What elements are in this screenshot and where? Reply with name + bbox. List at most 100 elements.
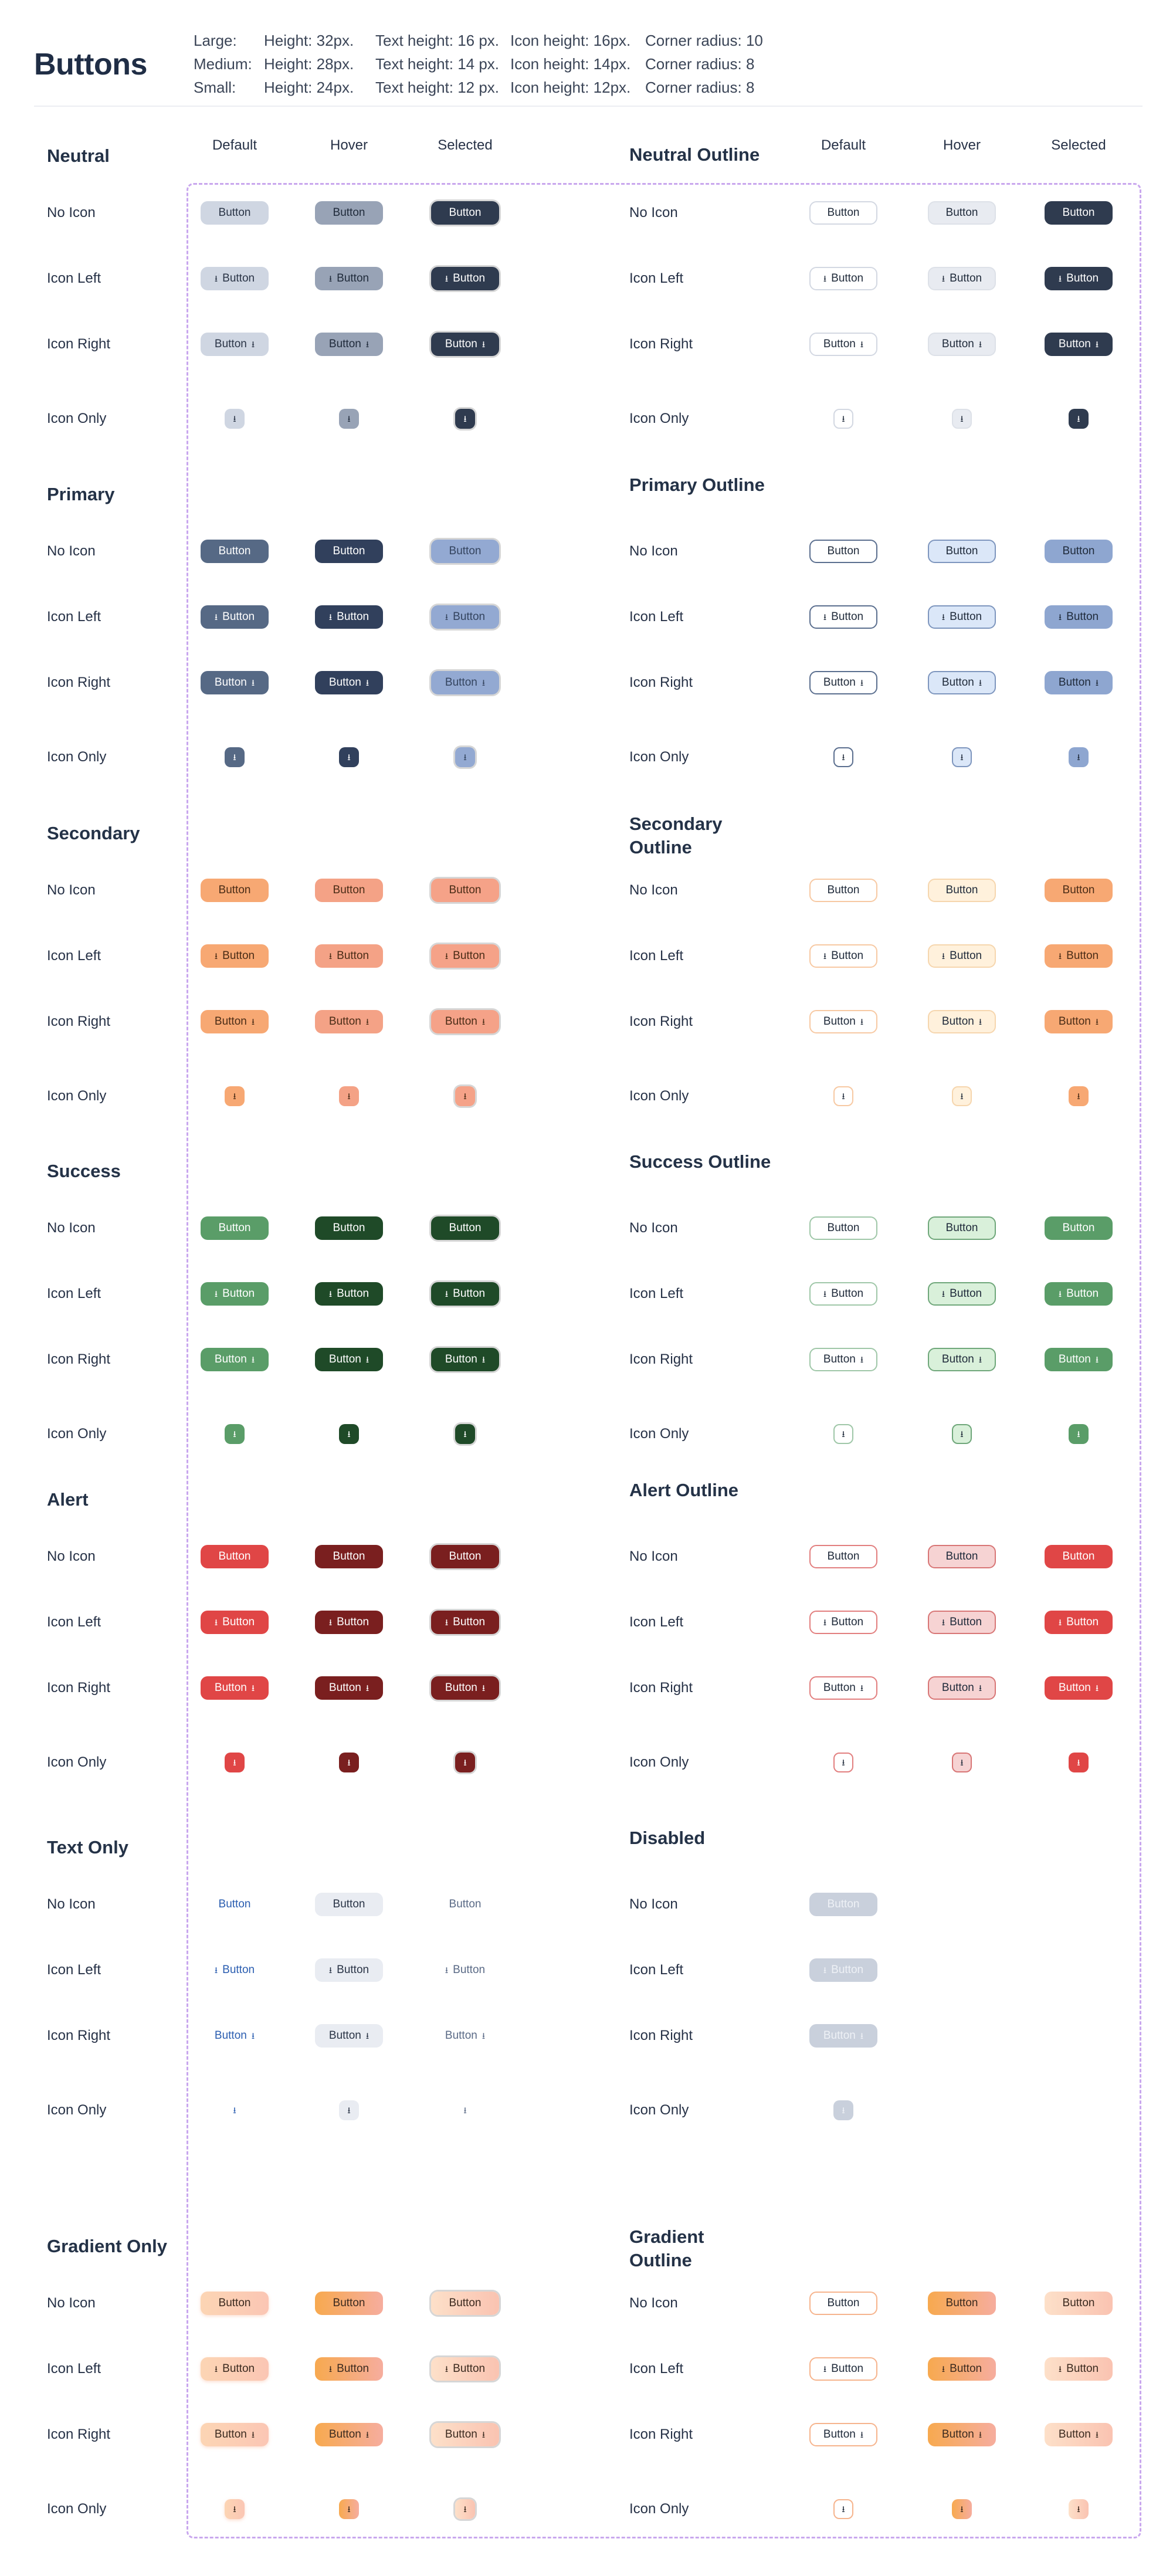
success-default-icon-only-button[interactable]: ⭳ [225,1424,245,1444]
secondary-outline-hover-no-icon-button[interactable]: Button [928,879,996,902]
success-selected-icon-only-button[interactable]: ⭳ [455,1424,475,1444]
neutral-outline-default-no-icon-button[interactable]: Button [809,201,877,225]
neutral-default-icon-left-button[interactable]: ⭳ Button [201,267,269,290]
text-only-default-no-icon-button[interactable]: Button [201,1893,269,1916]
text-only-selected-icon-right-button[interactable]: Button ⭳ [431,2024,499,2048]
text-only-hover-icon-left-button[interactable]: ⭳ Button [315,1958,383,1982]
alert-default-icon-left-button[interactable]: ⭳ Button [201,1611,269,1634]
gradient-only-selected-icon-left-button[interactable]: ⭳ Button [431,2357,499,2381]
neutral-outline-hover-icon-right-button[interactable]: Button ⭳ [928,333,996,356]
gradient-only-selected-icon-right-button[interactable]: Button ⭳ [431,2423,499,2446]
primary-outline-default-icon-left-button[interactable]: ⭳ Button [809,605,877,629]
neutral-selected-icon-left-button[interactable]: ⭳ Button [431,267,499,290]
alert-outline-hover-no-icon-button[interactable]: Button [928,1545,996,1568]
success-selected-icon-right-button[interactable]: Button ⭳ [431,1348,499,1371]
alert-hover-icon-only-button[interactable]: ⭳ [339,1753,359,1772]
success-outline-selected-icon-right-button[interactable]: Button ⭳ [1045,1348,1113,1371]
disabled-default-icon-right-button[interactable]: Button ⭳ [809,2024,877,2048]
disabled-default-icon-only-button[interactable]: ⭳ [833,2100,853,2120]
alert-outline-default-icon-right-button[interactable]: Button ⭳ [809,1676,877,1700]
success-outline-selected-no-icon-button[interactable]: Button [1045,1216,1113,1240]
neutral-hover-icon-right-button[interactable]: Button ⭳ [315,333,383,356]
primary-hover-icon-right-button[interactable]: Button ⭳ [315,671,383,694]
text-only-selected-icon-left-button[interactable]: ⭳ Button [431,1958,499,1982]
gradient-only-hover-icon-right-button[interactable]: Button ⭳ [315,2423,383,2446]
primary-selected-no-icon-button[interactable]: Button [431,540,499,563]
success-hover-icon-only-button[interactable]: ⭳ [339,1424,359,1444]
primary-selected-icon-left-button[interactable]: ⭳ Button [431,605,499,629]
text-only-selected-icon-only-button[interactable]: ⭳ [455,2100,475,2120]
text-only-default-icon-only-button[interactable]: ⭳ [225,2100,245,2120]
success-outline-default-icon-left-button[interactable]: ⭳ Button [809,1282,877,1306]
gradient-only-default-icon-only-button[interactable]: ⭳ [225,2499,245,2519]
alert-outline-selected-icon-right-button[interactable]: Button ⭳ [1045,1676,1113,1700]
secondary-outline-selected-icon-only-button[interactable]: ⭳ [1069,1086,1089,1106]
gradient-only-selected-no-icon-button[interactable]: Button [431,2292,499,2315]
gradient-outline-default-no-icon-button[interactable]: Button [809,2292,877,2315]
primary-default-icon-left-button[interactable]: ⭳ Button [201,605,269,629]
secondary-hover-no-icon-button[interactable]: Button [315,879,383,902]
gradient-outline-default-icon-right-button[interactable]: Button ⭳ [809,2423,877,2446]
gradient-outline-selected-icon-left-button[interactable]: ⭳ Button [1045,2357,1113,2381]
secondary-default-icon-left-button[interactable]: ⭳ Button [201,944,269,968]
primary-outline-hover-no-icon-button[interactable]: Button [928,540,996,563]
neutral-outline-selected-icon-right-button[interactable]: Button ⭳ [1045,333,1113,356]
gradient-only-default-icon-right-button[interactable]: Button ⭳ [201,2423,269,2446]
alert-outline-selected-icon-only-button[interactable]: ⭳ [1069,1753,1089,1772]
gradient-outline-hover-icon-only-button[interactable]: ⭳ [952,2499,972,2519]
text-only-hover-no-icon-button[interactable]: Button [315,1893,383,1916]
alert-default-icon-only-button[interactable]: ⭳ [225,1753,245,1772]
success-outline-default-icon-only-button[interactable]: ⭳ [833,1424,853,1444]
neutral-outline-selected-no-icon-button[interactable]: Button [1045,201,1113,225]
secondary-selected-icon-left-button[interactable]: ⭳ Button [431,944,499,968]
success-outline-hover-icon-only-button[interactable]: ⭳ [952,1424,972,1444]
neutral-hover-icon-left-button[interactable]: ⭳ Button [315,267,383,290]
gradient-outline-hover-icon-right-button[interactable]: Button ⭳ [928,2423,996,2446]
primary-hover-icon-only-button[interactable]: ⭳ [339,747,359,767]
success-hover-icon-right-button[interactable]: Button ⭳ [315,1348,383,1371]
gradient-outline-selected-icon-only-button[interactable]: ⭳ [1069,2499,1089,2519]
neutral-outline-selected-icon-left-button[interactable]: ⭳ Button [1045,267,1113,290]
secondary-outline-default-icon-right-button[interactable]: Button ⭳ [809,1010,877,1033]
gradient-only-selected-icon-only-button[interactable]: ⭳ [455,2499,475,2519]
neutral-outline-hover-no-icon-button[interactable]: Button [928,201,996,225]
secondary-hover-icon-right-button[interactable]: Button ⭳ [315,1010,383,1033]
alert-selected-icon-only-button[interactable]: ⭳ [455,1753,475,1772]
alert-outline-default-no-icon-button[interactable]: Button [809,1545,877,1568]
neutral-hover-no-icon-button[interactable]: Button [315,201,383,225]
alert-outline-default-icon-only-button[interactable]: ⭳ [833,1753,853,1772]
neutral-default-icon-only-button[interactable]: ⭳ [225,409,245,429]
secondary-outline-default-icon-only-button[interactable]: ⭳ [833,1086,853,1106]
secondary-default-icon-right-button[interactable]: Button ⭳ [201,1010,269,1033]
text-only-hover-icon-right-button[interactable]: Button ⭳ [315,2024,383,2048]
gradient-outline-hover-no-icon-button[interactable]: Button [928,2292,996,2315]
primary-default-no-icon-button[interactable]: Button [201,540,269,563]
success-default-icon-left-button[interactable]: ⭳ Button [201,1282,269,1306]
primary-outline-hover-icon-left-button[interactable]: ⭳ Button [928,605,996,629]
neutral-selected-no-icon-button[interactable]: Button [431,201,499,225]
primary-default-icon-only-button[interactable]: ⭳ [225,747,245,767]
secondary-hover-icon-only-button[interactable]: ⭳ [339,1086,359,1106]
neutral-hover-icon-only-button[interactable]: ⭳ [339,409,359,429]
primary-outline-selected-icon-only-button[interactable]: ⭳ [1069,747,1089,767]
primary-selected-icon-right-button[interactable]: Button ⭳ [431,671,499,694]
secondary-outline-selected-no-icon-button[interactable]: Button [1045,879,1113,902]
text-only-default-icon-right-button[interactable]: Button ⭳ [201,2024,269,2048]
success-default-icon-right-button[interactable]: Button ⭳ [201,1348,269,1371]
gradient-only-hover-icon-only-button[interactable]: ⭳ [339,2499,359,2519]
secondary-selected-no-icon-button[interactable]: Button [431,879,499,902]
gradient-only-default-icon-left-button[interactable]: ⭳ Button [201,2357,269,2381]
secondary-outline-default-no-icon-button[interactable]: Button [809,879,877,902]
success-outline-hover-icon-right-button[interactable]: Button ⭳ [928,1348,996,1371]
neutral-default-icon-right-button[interactable]: Button ⭳ [201,333,269,356]
gradient-outline-hover-icon-left-button[interactable]: ⭳ Button [928,2357,996,2381]
gradient-outline-default-icon-only-button[interactable]: ⭳ [833,2499,853,2519]
secondary-outline-selected-icon-left-button[interactable]: ⭳ Button [1045,944,1113,968]
gradient-only-default-no-icon-button[interactable]: Button [201,2292,269,2315]
primary-hover-icon-left-button[interactable]: ⭳ Button [315,605,383,629]
alert-hover-icon-right-button[interactable]: Button ⭳ [315,1676,383,1700]
secondary-default-no-icon-button[interactable]: Button [201,879,269,902]
success-outline-selected-icon-only-button[interactable]: ⭳ [1069,1424,1089,1444]
neutral-default-no-icon-button[interactable]: Button [201,201,269,225]
alert-hover-no-icon-button[interactable]: Button [315,1545,383,1568]
